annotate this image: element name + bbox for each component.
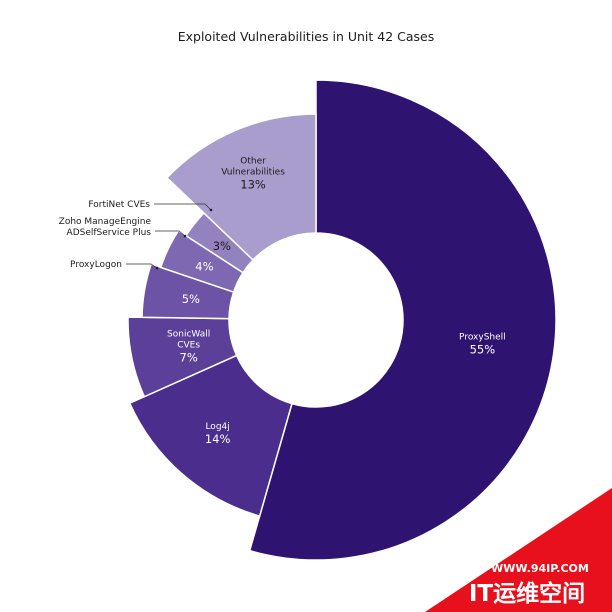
leader-line <box>155 230 186 237</box>
slice-percent-label: 5% <box>182 292 200 306</box>
slice-percent-label: 55% <box>470 342 496 356</box>
slice-proxyshell <box>248 79 557 561</box>
donut-slices <box>127 79 557 561</box>
watermark-red-triangle <box>425 488 612 612</box>
slice-name-label: Log4j <box>205 422 229 432</box>
leader-line <box>126 263 158 269</box>
watermark-site-name: IT运维空间 <box>469 580 585 607</box>
slice-percent-label: 7% <box>180 351 198 365</box>
slice-percent-label: 13% <box>240 177 266 191</box>
external-slice-label: FortiNet CVEs <box>88 200 150 210</box>
leader-dot <box>183 234 187 238</box>
chart-title: Exploited Vulnerabilities in Unit 42 Cas… <box>178 29 435 44</box>
slice-log4j <box>128 354 293 517</box>
external-slice-label: ProxyLogon <box>70 260 122 270</box>
leader-line <box>154 203 212 211</box>
leader-lines <box>126 203 213 270</box>
watermark-url: WWW.94IP.COM <box>491 562 589 575</box>
leader-dot <box>209 208 213 212</box>
watermark: WWW.94IP.COM IT运维空间 <box>425 488 612 612</box>
slice-name-label: ProxyShell <box>459 332 506 342</box>
slice-percent-label: 4% <box>195 259 213 273</box>
slice-percent-label: 3% <box>213 239 231 253</box>
external-slice-label: ADSelfService Plus <box>67 228 152 238</box>
slice-name-label: CVEs <box>177 341 200 351</box>
slice-sonicwall-cves <box>127 316 238 398</box>
slice-other-vulnerabilities <box>165 113 317 261</box>
external-slice-label: Zoho ManageEngine <box>59 217 152 227</box>
slice-name-label: SonicWall <box>167 330 210 340</box>
slice-name-label: Other <box>240 156 266 166</box>
leader-dot <box>155 266 159 270</box>
slice-name-label: Vulnerabilities <box>221 167 285 177</box>
slice-percent-label: 14% <box>205 432 231 446</box>
